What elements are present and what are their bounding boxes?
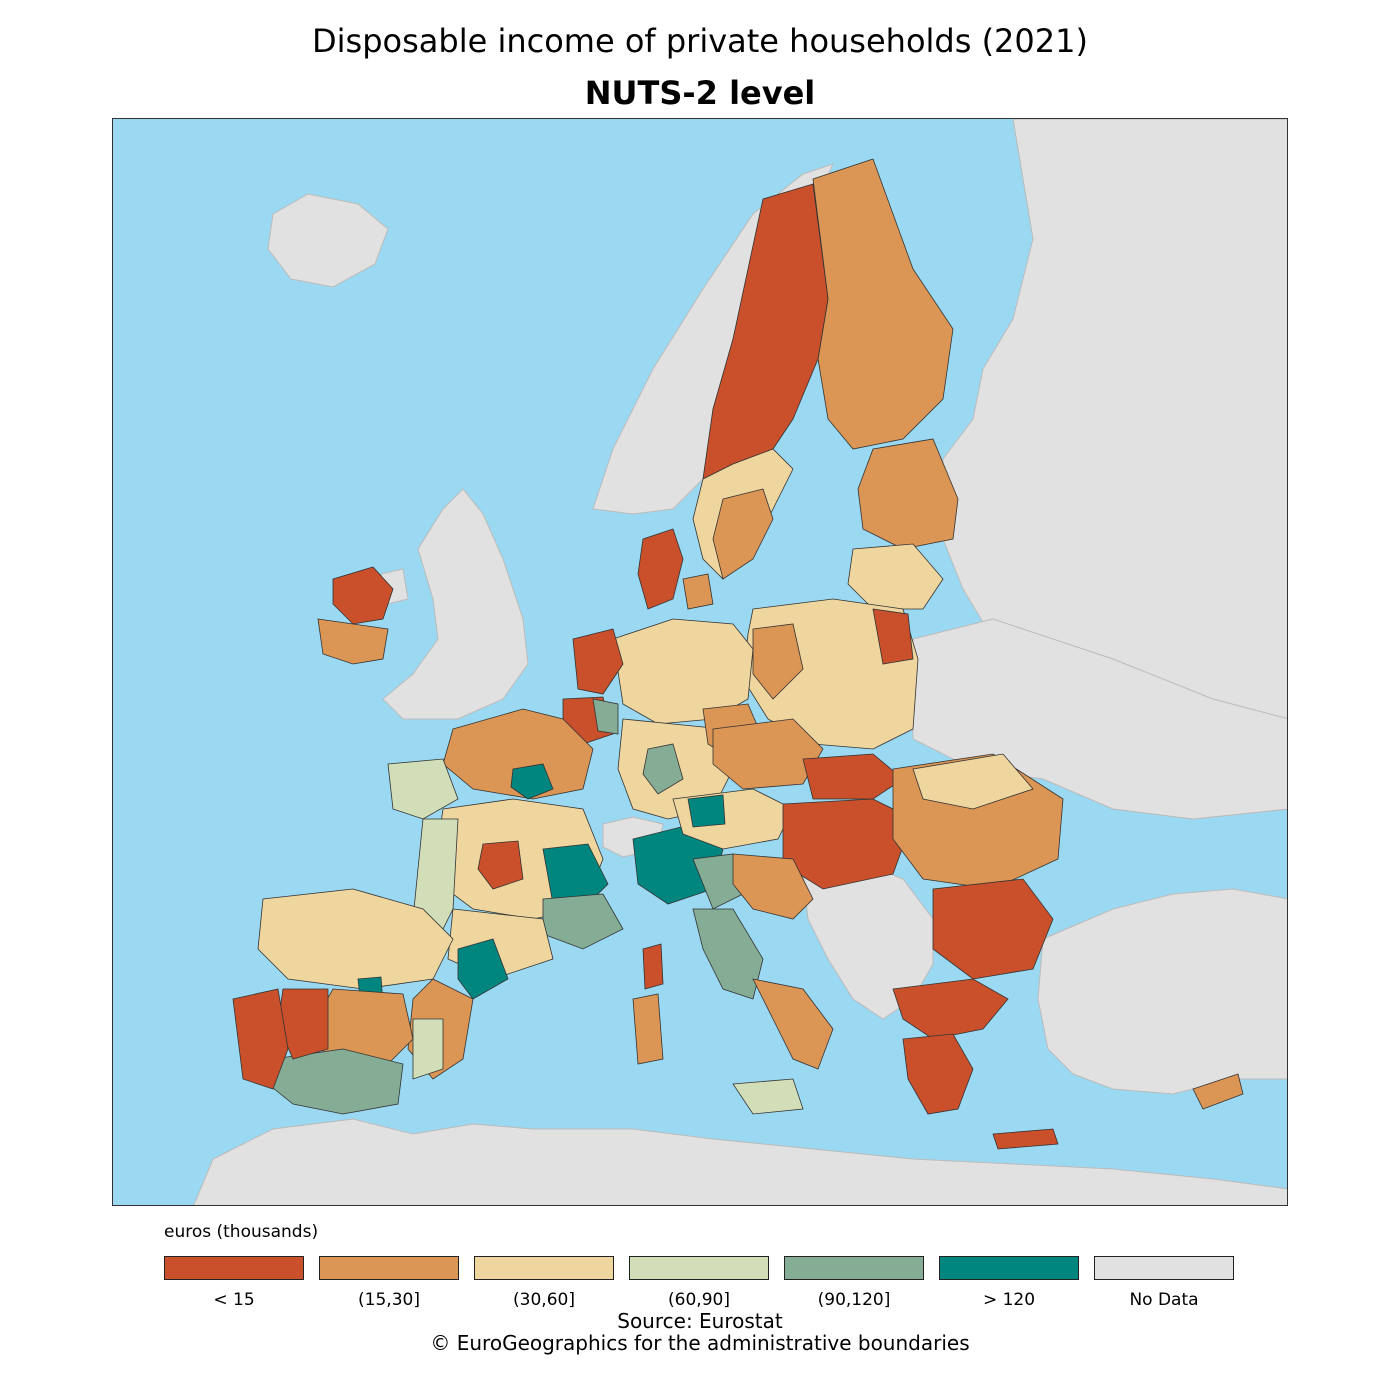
- region-slovenia-croatia: [732, 853, 814, 920]
- region-denmark-islands: [682, 573, 714, 610]
- legend-label-90-120: (90,120]: [817, 1290, 891, 1310]
- north-africa-land: [193, 1118, 1287, 1205]
- legend-item-lt15: < 15: [164, 1256, 304, 1310]
- region-auvergne: [477, 840, 524, 890]
- legend-label-lt15: < 15: [213, 1290, 255, 1310]
- region-cyprus: [1192, 1073, 1244, 1110]
- region-lithuania: [847, 543, 944, 610]
- turkey-land: [1037, 888, 1287, 1095]
- region-provence: [542, 893, 624, 950]
- region-czechia: [712, 718, 824, 790]
- region-polygons: [232, 158, 1244, 1150]
- legend-label-15-30: (15,30]: [358, 1290, 420, 1310]
- region-corsica: [642, 943, 664, 990]
- legend-swatch-90-120: [784, 1256, 924, 1280]
- region-estonia-latvia: [857, 438, 959, 550]
- region-italy-central: [692, 908, 764, 1000]
- map-subtitle: NUTS-2 level: [584, 74, 816, 112]
- legend-swatch-60-90: [629, 1256, 769, 1280]
- legend-item-90-120: (90,120]: [784, 1256, 924, 1310]
- source-line: Source: Eurostat: [617, 1309, 783, 1333]
- legend-label-30-60: (30,60]: [513, 1290, 575, 1310]
- region-valencia: [412, 1018, 444, 1080]
- region-sweden-southeast: [712, 488, 774, 580]
- map-title: Disposable income of private households …: [312, 22, 1088, 60]
- europe-map: [193, 119, 1287, 1205]
- legend-item-60-90: (60,90]: [629, 1256, 769, 1310]
- region-netherlands: [572, 628, 624, 695]
- region-ireland-north: [332, 566, 394, 625]
- region-finland: [812, 158, 954, 450]
- region-andalusia: [267, 1048, 404, 1115]
- region-greece-south: [902, 1033, 974, 1115]
- legend-item-no-data: No Data: [1094, 1256, 1234, 1310]
- legend-label-gt120: > 120: [982, 1290, 1036, 1310]
- legend-swatch-15-30: [319, 1256, 459, 1280]
- copyright-line: © EuroGeographics for the administrative…: [430, 1331, 970, 1355]
- legend-item-15-30: (15,30]: [319, 1256, 459, 1310]
- region-italy-south: [752, 978, 834, 1070]
- iceland-land: [267, 193, 389, 288]
- region-sicily: [732, 1078, 804, 1115]
- region-portugal: [232, 988, 289, 1090]
- legend-item-30-60: (30,60]: [474, 1256, 614, 1310]
- region-greece-north: [892, 978, 1009, 1040]
- region-austria-high: [687, 794, 726, 828]
- legend-swatch-lt15: [164, 1256, 304, 1280]
- legend: < 15 (15,30] (30,60] (60,90] (90,120] > …: [164, 1256, 1244, 1326]
- region-romania-north: [912, 753, 1034, 810]
- map-panel: [112, 118, 1288, 1206]
- legend-swatch-no-data: [1094, 1256, 1234, 1280]
- region-benelux-mid: [592, 698, 619, 735]
- region-bavaria-high: [642, 743, 684, 795]
- great-britain-land: [382, 488, 529, 720]
- region-sardinia: [632, 993, 664, 1065]
- region-bulgaria: [932, 878, 1054, 980]
- legend-swatch-gt120: [939, 1256, 1079, 1280]
- legend-item-gt120: > 120: [939, 1256, 1079, 1310]
- legend-swatch-30-60: [474, 1256, 614, 1280]
- region-brittany: [387, 758, 459, 820]
- region-france-north: [442, 708, 594, 800]
- region-germany-north: [612, 618, 754, 725]
- region-ile-de-france: [510, 763, 554, 800]
- legend-label-no-data: No Data: [1129, 1290, 1199, 1310]
- region-poland-east: [872, 608, 914, 665]
- region-ireland-south: [317, 618, 389, 665]
- region-catalonia: [457, 938, 509, 1000]
- region-poland-west: [752, 623, 804, 700]
- source-note: Source: Eurostat © EuroGeographics for t…: [0, 1310, 1400, 1354]
- region-slovakia: [802, 753, 904, 800]
- region-denmark: [637, 528, 684, 610]
- region-crete: [992, 1128, 1059, 1150]
- legend-label-60-90: (60,90]: [668, 1290, 730, 1310]
- legend-title: euros (thousands): [164, 1222, 319, 1242]
